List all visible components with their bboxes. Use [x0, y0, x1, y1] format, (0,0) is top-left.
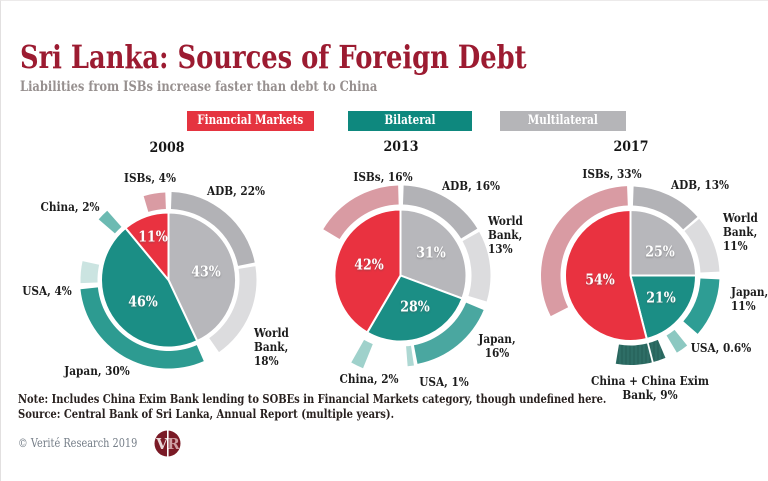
- pie-2017-outer-usa: [666, 329, 688, 353]
- pie-2008-callout: ADB, 22%: [206, 182, 266, 198]
- year-label-2013: 2013: [382, 139, 419, 155]
- pie-2013-outer-china: [351, 339, 373, 369]
- pie-2013-callout: ISBs, 16%: [352, 168, 413, 184]
- pie-2008-outer-world-bank: [209, 266, 257, 353]
- pie-2017-outer-japan: [683, 278, 720, 334]
- pie-2017-inner-multilateral: [629, 209, 697, 277]
- legend-item-financial-markets: Financial Markets: [187, 110, 314, 131]
- page-subtitle: Liabilities from ISBs increase faster th…: [20, 79, 378, 95]
- pie-2008-callout: China, 2%: [40, 199, 100, 214]
- pie-2017-callout: ISBs, 33%: [581, 166, 642, 181]
- pie-2017-callout: China + China Exim Bank, 9%: [590, 372, 709, 402]
- verite-research-logo: V R: [154, 430, 181, 457]
- pie-2013-outer-isbs: [323, 185, 399, 240]
- logo-divider: [167, 430, 169, 457]
- pie-2008-outer-adb: [170, 192, 255, 266]
- pie-2013-outer-usa: [406, 345, 414, 367]
- pie-2017-value-multilateral: 25%: [645, 243, 675, 260]
- pie-2013-callout: China, 2%: [339, 370, 399, 386]
- pie-2008-outer-japan: [80, 287, 204, 369]
- pie-2008-outer-china: [98, 210, 122, 234]
- pie-2008-callout: World Bank, 18%: [254, 325, 289, 368]
- legend-item-label: Multilateral: [527, 113, 599, 129]
- pie-2013-outer-world-bank: [462, 231, 491, 302]
- legend-item-label: Bilateral: [383, 113, 436, 129]
- copyright-text: © Verité Research 2019: [18, 435, 138, 450]
- pie-2017-callout: World Bank, 11%: [723, 209, 758, 253]
- pie-2017-outer-china-china-exim-bank: [615, 339, 666, 365]
- pie-2017-callout: USA, 0.6%: [690, 340, 751, 355]
- pie-2017-value-financial-markets: 54%: [585, 271, 615, 288]
- pie-2013-value-financial-markets: 42%: [354, 256, 384, 273]
- pie-2013-outer-japan: [413, 302, 484, 364]
- pie-2008-callout: Japan, 30%: [64, 362, 130, 378]
- pie-2017-outer-isbs: [541, 186, 628, 317]
- pie-2013-value-bilateral: 28%: [400, 298, 430, 316]
- pie-2013-callout: Japan, 16%: [478, 330, 516, 360]
- pie-2008-inner-bilateral: [100, 226, 199, 349]
- pie-2013-callout: ADB, 16%: [441, 177, 501, 193]
- pie-2008-value-bilateral: 46%: [128, 293, 158, 311]
- pie-2008-inner-financial-markets: [124, 211, 170, 281]
- legend-item-bilateral: Bilateral: [347, 110, 472, 131]
- logo-letter-v: V: [155, 435, 168, 453]
- footnote-note: Note: Includes China Exim Bank lending t…: [18, 391, 607, 406]
- pie-2008-outer-isbs: [143, 192, 166, 212]
- pie-2017-callout: ADB, 13%: [670, 176, 730, 192]
- legend-item-label: Financial Markets: [197, 113, 304, 129]
- pie-2008-value-multilateral: 43%: [190, 263, 221, 280]
- pie-2017-callout: Japan, 11%: [731, 284, 768, 313]
- pie-2013-callout: World Bank, 13%: [488, 212, 523, 256]
- page-title: Sri Lanka: Sources of Foreign Debt: [20, 38, 527, 76]
- logo-letter-r: R: [167, 435, 180, 453]
- pie-2008-value-financial-markets: 11%: [137, 228, 168, 246]
- year-label-2008: 2008: [148, 139, 185, 156]
- pie-2008-callout: ISBs, 4%: [124, 169, 176, 185]
- pie-2017-outer-adb: [632, 186, 698, 230]
- footnote-source: Source: Central Bank of Sri Lanka, Annua…: [18, 405, 395, 421]
- pie-2013-inner-financial-markets: [333, 208, 402, 334]
- pie-2017-inner-bilateral: [629, 274, 697, 340]
- segment-divider-line: [646, 342, 654, 364]
- pie-2008-inner-multilateral: [167, 211, 237, 343]
- pie-2017-outer-world-bank: [684, 218, 720, 273]
- pie-2008-outer-usa: [80, 261, 100, 284]
- year-label-2017: 2017: [613, 139, 649, 155]
- legend-item-multilateral: Multilateral: [500, 110, 626, 131]
- pie-2013-callout: USA, 1%: [419, 373, 469, 389]
- pie-2013-inner-multilateral: [399, 208, 468, 300]
- pie-2017-inner-financial-markets: [564, 209, 648, 342]
- pie-2008-callout: USA, 4%: [22, 283, 72, 298]
- pie-2017-value-bilateral: 21%: [646, 289, 676, 306]
- pie-2013-outer-adb: [402, 185, 478, 239]
- pie-2013-value-multilateral: 31%: [416, 244, 446, 262]
